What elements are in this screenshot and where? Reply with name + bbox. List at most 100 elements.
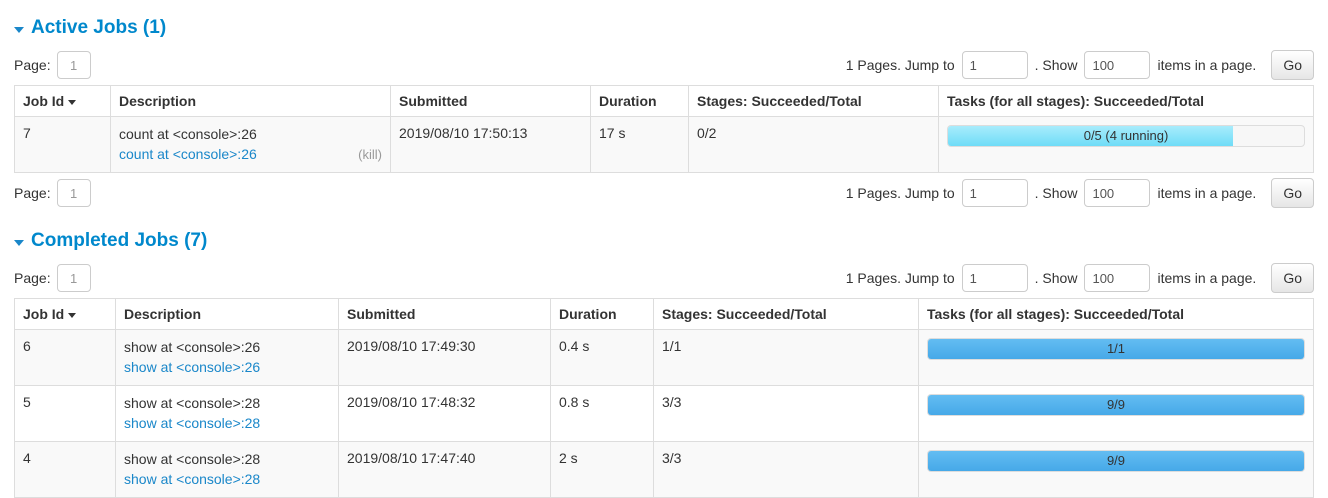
- completed-jobs-pager-top: Page: 1 Pages. Jump to . Show items in a…: [14, 258, 1314, 298]
- completed-jobs-section-header[interactable]: Completed Jobs (7): [14, 213, 1314, 258]
- active-jobs-section-header[interactable]: Active Jobs (1): [14, 0, 1314, 45]
- progress-label: 9/9: [1106, 397, 1126, 412]
- column-header-tasks[interactable]: Tasks (for all stages): Succeeded/Total: [938, 85, 1314, 117]
- page-label: Page:: [14, 57, 51, 73]
- cell-stages: 1/1: [653, 329, 919, 386]
- cell-job-id: 4: [14, 441, 116, 498]
- pages-count-text: 1 Pages. Jump to: [845, 57, 955, 73]
- tasks-progress-bar: 9/9: [927, 450, 1305, 472]
- items-per-page-label: items in a page.: [1157, 270, 1257, 286]
- column-header-job-id[interactable]: Job Id: [14, 298, 116, 330]
- page-size-input[interactable]: [1084, 264, 1151, 292]
- sort-descending-icon: [68, 313, 77, 318]
- pages-count-text: 1 Pages. Jump to: [845, 185, 955, 201]
- cell-stages: 3/3: [653, 385, 919, 442]
- progress-fill: [948, 126, 1233, 146]
- cell-tasks-progress: 9/9: [918, 441, 1314, 498]
- page-number-input[interactable]: [56, 51, 91, 79]
- cell-description: show at <console>:28 show at <console>:2…: [115, 385, 339, 442]
- cell-duration: 2 s: [550, 441, 654, 498]
- show-label: . Show: [1034, 185, 1078, 201]
- completed-jobs-table: Job Id Description Submitted Duration St…: [14, 298, 1314, 498]
- tasks-progress-bar: 0/5 (4 running): [947, 125, 1305, 147]
- sort-descending-icon: [68, 100, 77, 105]
- column-header-description[interactable]: Description: [110, 85, 391, 117]
- go-button[interactable]: Go: [1271, 50, 1314, 80]
- column-header-stages[interactable]: Stages: Succeeded/Total: [653, 298, 919, 330]
- cell-job-id: 5: [14, 385, 116, 442]
- cell-description: show at <console>:28 show at <console>:2…: [115, 441, 339, 498]
- cell-duration: 17 s: [590, 116, 689, 173]
- job-description-row: show at <console>:28: [124, 414, 330, 433]
- active-jobs-title: Active Jobs (1): [31, 17, 167, 38]
- items-per-page-label: items in a page.: [1157, 185, 1257, 201]
- progress-fill: [928, 339, 1304, 359]
- job-description-link[interactable]: show at <console>:26: [124, 359, 261, 375]
- pager-right: 1 Pages. Jump to . Show items in a page.…: [846, 50, 1314, 80]
- active-jobs-pager-bottom: Page: 1 Pages. Jump to . Show items in a…: [14, 173, 1314, 213]
- tasks-progress-bar: 9/9: [927, 394, 1305, 416]
- page-label: Page:: [14, 270, 51, 286]
- page-label: Page:: [14, 185, 51, 201]
- page-size-input[interactable]: [1084, 51, 1151, 79]
- pager-right: 1 Pages. Jump to . Show items in a page.…: [846, 263, 1314, 293]
- cell-duration: 0.8 s: [550, 385, 654, 442]
- pager-left: Page:: [14, 264, 91, 292]
- page-number-input[interactable]: [56, 179, 91, 207]
- completed-jobs-body: 6 show at <console>:26 show at <console>…: [14, 329, 1314, 498]
- column-header-duration[interactable]: Duration: [550, 298, 654, 330]
- cell-stages: 3/3: [653, 441, 919, 498]
- active-jobs-table: Job Id Description Submitted Duration St…: [14, 85, 1314, 173]
- items-per-page-label: items in a page.: [1157, 57, 1257, 73]
- job-description-link[interactable]: count at <console>:26: [119, 146, 257, 162]
- column-header-description[interactable]: Description: [115, 298, 339, 330]
- tasks-progress-bar: 1/1: [927, 338, 1305, 360]
- job-description-text: show at <console>:28: [124, 395, 261, 411]
- column-header-tasks[interactable]: Tasks (for all stages): Succeeded/Total: [918, 298, 1314, 330]
- cell-job-id: 7: [14, 116, 111, 173]
- column-header-submitted[interactable]: Submitted: [390, 85, 591, 117]
- active-jobs-pager-top: Page: 1 Pages. Jump to . Show items in a…: [14, 45, 1314, 85]
- progress-label: 0/5 (4 running): [1083, 128, 1169, 143]
- cell-description: count at <console>:26 count at <console>…: [110, 116, 391, 173]
- table-header-row: Job Id Description Submitted Duration St…: [14, 85, 1314, 117]
- progress-label: 9/9: [1106, 453, 1126, 468]
- table-row: 5 show at <console>:28 show at <console>…: [14, 385, 1314, 442]
- cell-submitted: 2019/08/10 17:47:40: [338, 441, 551, 498]
- column-header-duration[interactable]: Duration: [590, 85, 689, 117]
- cell-tasks-progress: 0/5 (4 running): [938, 116, 1314, 173]
- column-header-job-id[interactable]: Job Id: [14, 85, 111, 117]
- table-row: 6 show at <console>:26 show at <console>…: [14, 329, 1314, 386]
- progress-label: 1/1: [1106, 341, 1126, 356]
- jump-to-page-input[interactable]: [961, 51, 1028, 79]
- pager-left: Page:: [14, 179, 91, 207]
- go-button[interactable]: Go: [1271, 178, 1314, 208]
- progress-fill: [928, 395, 1304, 415]
- pager-left: Page:: [14, 51, 91, 79]
- job-description-text: show at <console>:26: [124, 339, 261, 355]
- job-description-row: show at <console>:28: [124, 470, 330, 489]
- table-header-row: Job Id Description Submitted Duration St…: [14, 298, 1314, 330]
- pages-count-text: 1 Pages. Jump to: [845, 270, 955, 286]
- table-row: 4 show at <console>:28 show at <console>…: [14, 441, 1314, 498]
- progress-fill: [928, 451, 1304, 471]
- show-label: . Show: [1034, 57, 1078, 73]
- table-row: 7 count at <console>:26 count at <consol…: [14, 116, 1314, 173]
- column-header-stages[interactable]: Stages: Succeeded/Total: [688, 85, 939, 117]
- jump-to-page-input[interactable]: [961, 264, 1028, 292]
- cell-tasks-progress: 9/9: [918, 385, 1314, 442]
- page-number-input[interactable]: [56, 264, 91, 292]
- completed-jobs-title: Completed Jobs (7): [31, 230, 208, 251]
- kill-job-link[interactable]: (kill): [358, 147, 382, 162]
- cell-tasks-progress: 1/1: [918, 329, 1314, 386]
- column-header-submitted[interactable]: Submitted: [338, 298, 551, 330]
- job-description-link[interactable]: show at <console>:28: [124, 471, 261, 487]
- cell-submitted: 2019/08/10 17:49:30: [338, 329, 551, 386]
- job-description-row: show at <console>:26: [124, 358, 330, 377]
- page-size-input[interactable]: [1084, 179, 1151, 207]
- cell-stages: 0/2: [688, 116, 939, 173]
- go-button[interactable]: Go: [1271, 263, 1314, 293]
- job-description-link[interactable]: show at <console>:28: [124, 415, 261, 431]
- jump-to-page-input[interactable]: [961, 179, 1028, 207]
